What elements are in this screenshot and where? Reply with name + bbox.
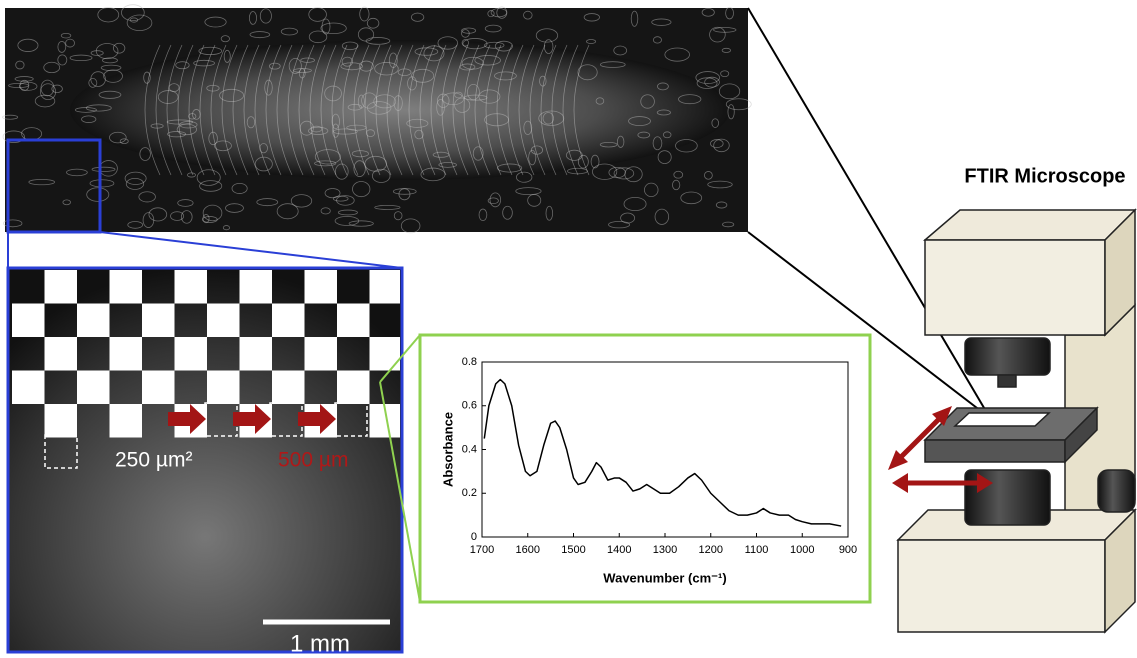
checker-square — [337, 371, 370, 405]
x-tick-label: 1600 — [516, 544, 540, 556]
checker-square — [370, 337, 401, 371]
step-size-label: 500 µm — [278, 449, 348, 472]
checker-square — [45, 337, 78, 371]
microscope-title: FTIR Microscope — [964, 165, 1125, 187]
checker-square — [305, 337, 338, 371]
head-top — [925, 210, 1135, 240]
focus-knob — [1098, 470, 1135, 512]
spectrum-frame — [420, 335, 870, 602]
checker-square — [207, 304, 240, 338]
base-front — [898, 540, 1105, 632]
pixel-size-label: 250 µm² — [115, 449, 192, 472]
checker-square — [370, 270, 401, 304]
checker-square — [272, 371, 305, 405]
y-tick-label: 0.6 — [462, 400, 477, 412]
head-front — [925, 240, 1105, 335]
x-axis-label: Wavenumber (cm⁻¹) — [603, 570, 726, 585]
figure: 250 µm² 500 µm 1 mm 0 0.2 0.4 0.6 0.8 1700 160… — [0, 0, 1137, 658]
x-tick-label: 1500 — [561, 544, 585, 556]
checker-square — [110, 270, 143, 304]
checker-square — [110, 404, 143, 438]
y-axis-label: Absorbance — [440, 412, 455, 487]
y-tick-label: 0.4 — [462, 443, 477, 455]
checker-square — [240, 270, 273, 304]
checker-square — [240, 337, 273, 371]
checker-square — [142, 371, 175, 405]
x-tick-label: 1400 — [607, 544, 631, 556]
checker-square — [142, 304, 175, 338]
checker-square — [272, 304, 305, 338]
checker-square — [110, 337, 143, 371]
checker-square — [175, 337, 208, 371]
scale-bar-label: 1 mm — [290, 630, 350, 657]
x-tick-label: 1200 — [699, 544, 723, 556]
y-tick-label: 0.2 — [462, 487, 477, 499]
checker-square — [175, 270, 208, 304]
checker-square — [77, 304, 110, 338]
x-tick-label: 900 — [839, 544, 857, 556]
checker-square — [207, 371, 240, 405]
objective-lens — [998, 375, 1016, 387]
checker-square — [12, 304, 45, 338]
checker-square — [77, 371, 110, 405]
y-tick-label: 0.8 — [462, 356, 477, 368]
x-tick-label: 1000 — [790, 544, 814, 556]
checker-square — [45, 404, 78, 438]
stage-front — [925, 440, 1065, 462]
slide — [955, 413, 1049, 426]
checker-square — [337, 304, 370, 338]
x-tick-label: 1100 — [745, 544, 769, 556]
x-tick-label: 1300 — [653, 544, 677, 556]
checker-square — [12, 371, 45, 405]
checker-square — [45, 270, 78, 304]
checker-square — [305, 270, 338, 304]
y-tick-label: 0 — [471, 531, 477, 543]
zoom-line — [100, 232, 402, 268]
objective — [965, 338, 1050, 375]
x-tick-label: 1700 — [470, 544, 494, 556]
